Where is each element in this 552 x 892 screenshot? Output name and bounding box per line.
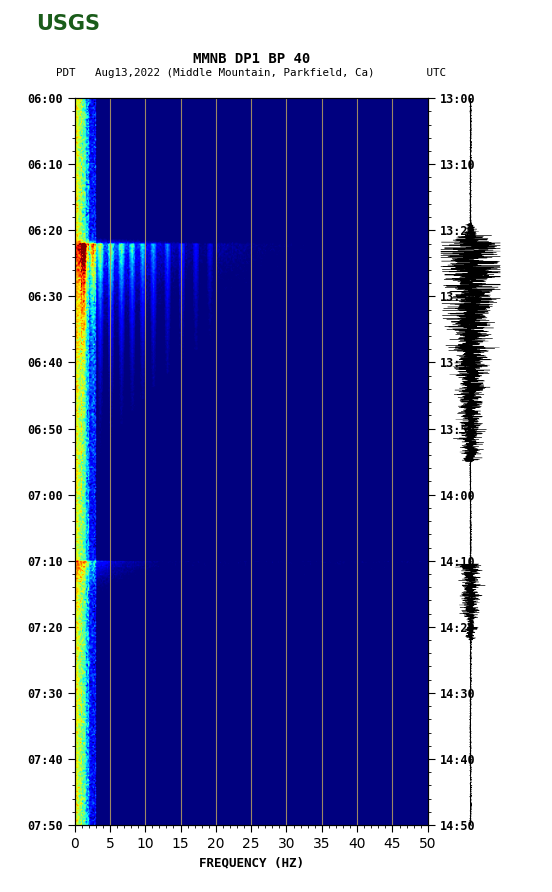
Text: PDT   Aug13,2022 (Middle Mountain, Parkfield, Ca)        UTC: PDT Aug13,2022 (Middle Mountain, Parkfie… <box>56 69 446 78</box>
X-axis label: FREQUENCY (HZ): FREQUENCY (HZ) <box>199 856 304 870</box>
Text: USGS: USGS <box>36 13 100 34</box>
Polygon shape <box>6 10 24 37</box>
Text: MMNB DP1 BP 40: MMNB DP1 BP 40 <box>193 53 310 67</box>
